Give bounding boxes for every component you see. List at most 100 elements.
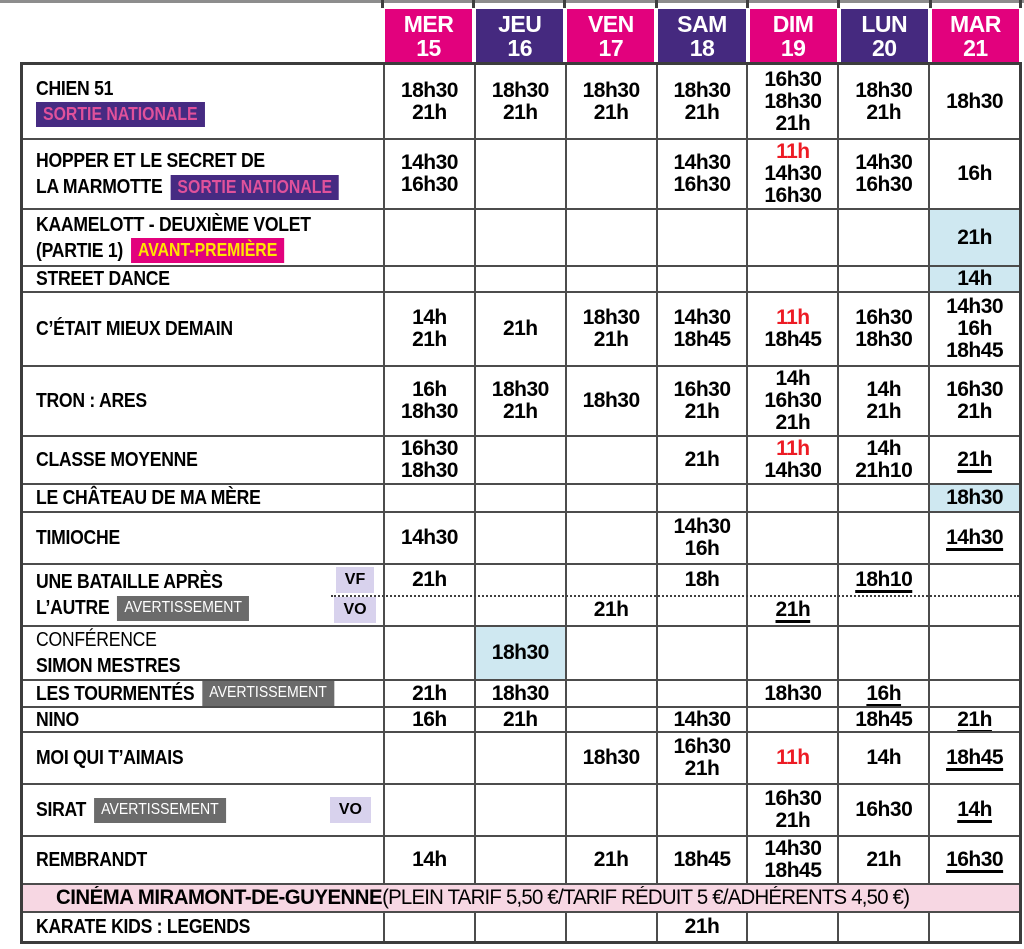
showtime-cell: 14h 21h <box>383 293 474 365</box>
film-title-line: (PARTIE 1) AVANT-PREMIÈRE <box>36 238 383 264</box>
day-name: MER <box>403 10 454 37</box>
film-title: STREET DANCE <box>23 267 383 291</box>
showtime-cell <box>928 681 1019 706</box>
showtime-cell: 21h <box>473 708 565 731</box>
film-title-line: MOI QUI T’AIMAIS <box>36 745 383 771</box>
film-title: UNE BATAILLE APRÈS L’AUTRE AVERTISSEMENT VF… <box>23 565 383 625</box>
film-title-line: CHIEN 51 <box>36 76 383 102</box>
language-column: VF VO <box>332 565 378 625</box>
film-title-text: CONFÉRENCE <box>36 629 157 651</box>
showtime: 14h30 <box>764 162 822 185</box>
showtime-cell <box>564 708 656 731</box>
day-date: 20 <box>871 34 897 61</box>
showtime: 21h <box>684 757 720 780</box>
showtime-cell <box>746 627 837 679</box>
showtime-cell <box>928 627 1019 679</box>
showtime-subcell: 18h10 <box>839 565 928 595</box>
showtime-cell: 21h <box>837 837 928 883</box>
showtime-cell: 18h30 21h <box>564 65 656 138</box>
badge-avertissement: AVERTISSEMENT <box>117 595 250 621</box>
film-title: SIRAT AVERTISSEMENT VO <box>23 785 383 835</box>
showtime-cell: 18h30 <box>473 681 565 706</box>
showtime-cell <box>473 733 565 783</box>
day-header-ven: VEN 17 <box>567 9 655 62</box>
day-date: 21 <box>963 34 988 61</box>
film-title: MOI QUI T’AIMAIS <box>23 733 383 783</box>
showtime-cell: 14h30 16h 18h45 <box>928 293 1019 365</box>
price-banner: CINÉMA MIRAMONT-DE-GUYENNE (PLEIN TARIF … <box>23 883 1019 911</box>
showtime: 16h <box>684 537 720 560</box>
showtime-cell <box>837 485 928 511</box>
showtime-cell <box>655 785 747 835</box>
showtime: 18h30 <box>855 328 913 351</box>
showtime-cell <box>564 485 656 511</box>
showtime: 18h30 <box>582 746 641 769</box>
showtime-subcell <box>476 565 565 595</box>
badge-avertissement: AVERTISSEMENT <box>202 681 334 706</box>
showtime-cell: 18h45 <box>655 837 747 883</box>
showtime: 18h45 <box>855 707 913 731</box>
showtime-cell: 14h30 <box>655 708 747 731</box>
film-title-text: LES TOURMENTÉS <box>36 682 195 705</box>
showtime-cell: 14h <box>928 785 1019 835</box>
showtime: 18h30 <box>946 486 1004 509</box>
showtime: 16h30 <box>855 173 913 196</box>
film-row: CHIEN 51 SORTIE NATIONALE 18h30 21h 18h30 21h… <box>23 65 1019 138</box>
film-title-text: C’ÉTAIT MIEUX DEMAIN <box>36 318 233 340</box>
film-title-text: MOI QUI T’AIMAIS <box>36 747 184 769</box>
film-title-text: KAAMELOTT - DEUXIÈME VOLET <box>36 213 311 236</box>
day-date: 16 <box>507 34 532 61</box>
day-name: MAR <box>949 10 1001 37</box>
day-header-mer: MER 15 <box>385 9 473 62</box>
showtime: 21h <box>502 317 538 340</box>
showtime: 18h30 <box>582 78 641 102</box>
showtime: 16h30 <box>946 378 1004 401</box>
top-divider-tick <box>746 0 749 8</box>
showtime-cell: 14h <box>928 267 1020 291</box>
showtime-cell <box>564 210 656 265</box>
showtime-cell: 16h30 18h30 21h <box>746 65 837 138</box>
film-row: CLASSE MOYENNE 16h30 18h30 21h 11h 14h30 14h 21… <box>23 435 1019 483</box>
showtime-cell <box>837 210 928 265</box>
showtime-cell <box>383 267 474 291</box>
showtime-cell: 18h30 21h <box>473 367 565 435</box>
showtime-cell: 16h30 21h <box>655 733 747 783</box>
film-title-line: STREET DANCE <box>36 266 383 292</box>
film-title: CONFÉRENCE SIMON MESTRES <box>23 627 383 679</box>
showtime: 18h10 <box>855 568 913 591</box>
film-row: LES TOURMENTÉS AVERTISSEMENT 21h 18h30 18h30… <box>23 679 1019 706</box>
top-divider-tick <box>1019 0 1022 8</box>
day-header-jeu: JEU 16 <box>476 9 564 62</box>
showtime: 14h <box>412 306 447 329</box>
showtime-cell: 21h <box>655 913 747 941</box>
showtime: 21h <box>866 848 902 871</box>
showtime: 21h <box>593 598 629 621</box>
film-row: KAAMELOTT - DEUXIÈME VOLET (PARTIE 1) AVAN… <box>23 208 1020 265</box>
showtime: 18h30 <box>491 681 550 705</box>
film-title-line: TIMIOCHE <box>36 525 383 551</box>
top-divider-tick <box>381 0 384 8</box>
showtime: 21h <box>775 809 811 832</box>
showtime-cell <box>383 733 474 783</box>
showtime: 14h <box>775 367 811 390</box>
showtime: 11h <box>776 306 810 329</box>
showtime-cell <box>473 485 565 511</box>
film-title: CLASSE MOYENNE <box>23 437 383 483</box>
showtime-cell: 18h30 21h <box>383 65 474 138</box>
showtime: 21h <box>957 400 992 423</box>
showtime: 18h <box>684 568 720 591</box>
showtime: 16h30 <box>855 798 913 821</box>
day-header-row: MER 15 JEU 16 VEN 17 SAM 18 DIM 19 LUN 20 MAR 21 <box>383 9 1022 62</box>
showtime-cell <box>837 627 928 679</box>
cinema-name: CINÉMA MIRAMONT-DE-GUYENNE <box>55 886 383 909</box>
top-divider-tick <box>929 0 932 8</box>
showtime-cell: 18h30 <box>564 367 656 435</box>
showtime-cell <box>655 210 747 265</box>
showtime-subcell <box>658 595 747 625</box>
language-half: VF <box>332 565 378 595</box>
showtime: 18h45 <box>764 859 822 882</box>
showtime-cell <box>746 708 837 731</box>
showtime: 18h45 <box>673 328 731 351</box>
showtime: 21h <box>412 681 447 705</box>
film-title-line: LE CHÂTEAU DE MA MÈRE <box>36 485 383 511</box>
